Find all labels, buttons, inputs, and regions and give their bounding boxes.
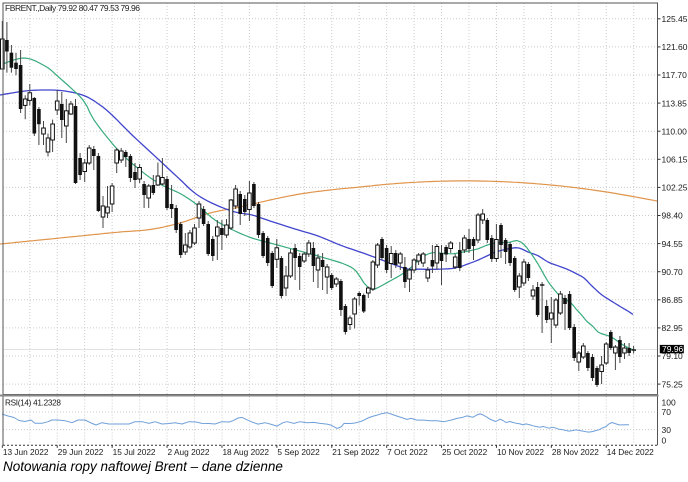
svg-text:90.70: 90.70 [662, 267, 684, 277]
svg-text:29 Jun 2022: 29 Jun 2022 [58, 447, 104, 457]
svg-text:30: 30 [662, 425, 672, 435]
svg-text:79.96: 79.96 [662, 344, 684, 354]
svg-text:70: 70 [662, 407, 672, 417]
svg-text:100: 100 [662, 398, 676, 408]
svg-text:82.95: 82.95 [662, 323, 684, 333]
svg-text:0: 0 [662, 436, 667, 446]
svg-text:75.25: 75.25 [662, 379, 684, 389]
svg-text:21 Sep 2022: 21 Sep 2022 [332, 447, 379, 457]
svg-text:94.55: 94.55 [662, 239, 684, 249]
svg-text:14 Dec 2022: 14 Dec 2022 [607, 447, 654, 457]
svg-text:125.45: 125.45 [662, 14, 688, 24]
svg-text:117.70: 117.70 [662, 70, 688, 80]
svg-text:7 Oct 2022: 7 Oct 2022 [387, 447, 428, 457]
svg-text:2 Aug 2022: 2 Aug 2022 [168, 447, 210, 457]
svg-text:RSI(14) 41.2328: RSI(14) 41.2328 [5, 399, 61, 408]
svg-text:FBRENT.,Daily 79.92 80.47 79.: FBRENT.,Daily 79.92 80.47 79.53 79.96 [5, 3, 140, 13]
svg-text:79.10: 79.10 [662, 351, 684, 361]
svg-text:121.60: 121.60 [662, 42, 688, 52]
svg-text:18 Aug 2022: 18 Aug 2022 [222, 447, 269, 457]
svg-text:113.85: 113.85 [662, 98, 688, 108]
svg-text:86.85: 86.85 [662, 295, 684, 305]
svg-text:102.25: 102.25 [662, 183, 688, 193]
svg-text:15 Jul 2022: 15 Jul 2022 [113, 447, 156, 457]
svg-text:110.00: 110.00 [662, 126, 688, 136]
svg-text:Notowania ropy naftowej Brent: Notowania ropy naftowej Brent – dane dzi… [3, 459, 283, 474]
svg-text:5 Sep 2022: 5 Sep 2022 [277, 447, 320, 457]
svg-text:25 Oct 2022: 25 Oct 2022 [442, 447, 488, 457]
svg-text:98.40: 98.40 [662, 211, 684, 221]
svg-text:10 Nov 2022: 10 Nov 2022 [497, 447, 544, 457]
svg-text:28 Nov 2022: 28 Nov 2022 [552, 447, 599, 457]
svg-text:13 Jun 2022: 13 Jun 2022 [3, 447, 49, 457]
svg-text:106.15: 106.15 [662, 155, 688, 165]
